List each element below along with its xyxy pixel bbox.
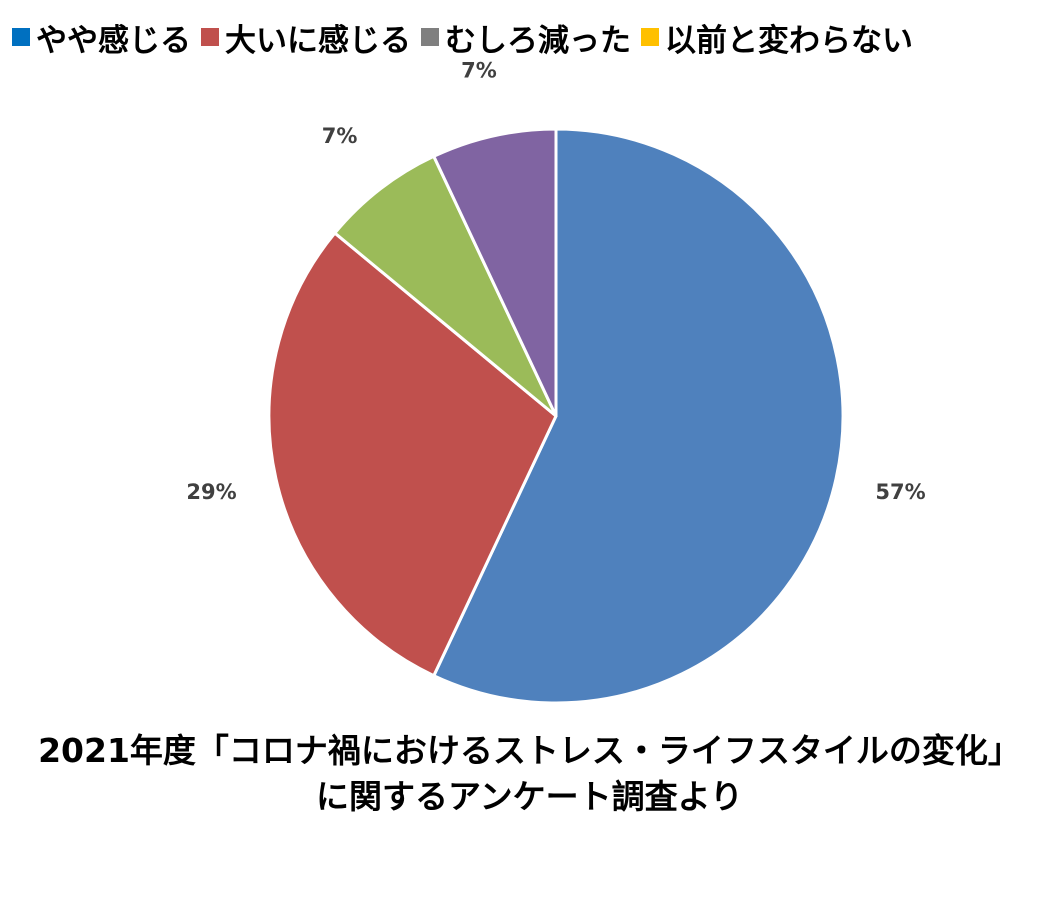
legend-item-2: むしろ減った (421, 15, 631, 60)
legend-label-2: むしろ減った (445, 22, 631, 59)
legend-label-0: やや感じる (36, 22, 191, 59)
pie-data-label-1: 29% (186, 480, 236, 504)
pie-slice-3 (432, 127, 558, 418)
chart-legend: やや感じる 大いに感じる むしろ減った 以前と変わらない (12, 14, 1052, 60)
pie-data-label-2: 7% (322, 124, 358, 148)
legend-label-3: 以前と変わらない (665, 22, 913, 59)
pie-slice-2 (333, 154, 558, 418)
legend-swatch-2 (421, 28, 439, 46)
legend-item-0: やや感じる (12, 15, 191, 60)
legend-swatch-0 (12, 28, 30, 46)
pie-data-label-0: 57% (875, 480, 925, 504)
pie-data-label-3: 7% (461, 59, 497, 83)
caption-line-2: に関するアンケート調査より (315, 777, 744, 816)
legend-label-1: 大いに感じる (225, 22, 411, 59)
chart-caption: 2021年度「コロナ禍におけるストレス・ライフスタイルの変化」 に関するアンケー… (0, 728, 1059, 820)
pie-slice-0 (432, 127, 845, 705)
legend-swatch-1 (201, 28, 219, 46)
legend-item-3: 以前と変わらない (641, 15, 913, 60)
legend-item-1: 大いに感じる (201, 15, 411, 60)
legend-swatch-3 (641, 28, 659, 46)
pie-slice-1 (267, 231, 558, 678)
caption-line-1: 2021年度「コロナ禍におけるストレス・ライフスタイルの変化」 (38, 731, 1021, 770)
